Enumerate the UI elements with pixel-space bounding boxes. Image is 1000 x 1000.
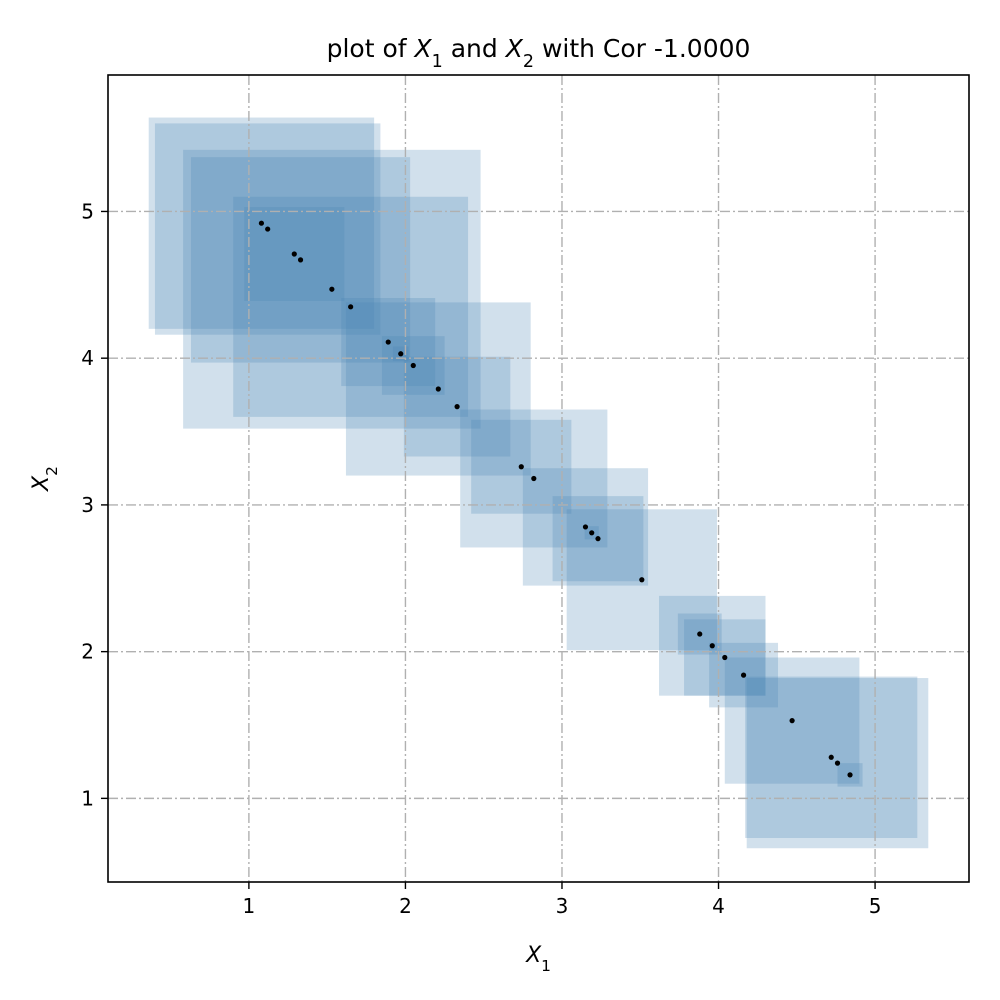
data-point xyxy=(518,464,524,470)
y-axis-ticks: 1 2 3 4 5 xyxy=(81,199,108,810)
uncertainty-boxes xyxy=(148,117,929,849)
data-point xyxy=(454,404,460,410)
data-point xyxy=(531,475,537,482)
y-tick-label: 3 xyxy=(81,493,94,517)
data-point xyxy=(828,754,834,760)
data-point xyxy=(435,386,441,392)
data-point xyxy=(398,351,404,357)
y-tick-label: 1 xyxy=(81,786,94,810)
data-point xyxy=(697,631,703,637)
x-tick-label: 3 xyxy=(556,894,569,918)
x-axis-label: X1 xyxy=(525,943,551,975)
x-tick-label: 2 xyxy=(399,894,412,918)
y-tick-label: 5 xyxy=(81,199,94,223)
plot-frame xyxy=(107,74,970,883)
x-tick-label: 4 xyxy=(712,894,725,918)
chart-title: plot of X1 and X2 with Cor -1.0000 xyxy=(327,34,751,72)
data-point xyxy=(595,536,601,542)
data-point xyxy=(834,760,841,766)
y-tick-label: 2 xyxy=(81,640,94,664)
grid-lines xyxy=(108,75,969,882)
data-point xyxy=(709,643,715,649)
data-point xyxy=(740,672,747,678)
data-point xyxy=(385,339,391,345)
y-axis-label-text: X2 xyxy=(29,466,61,492)
y-tick-label: 4 xyxy=(81,346,94,370)
data-point xyxy=(329,286,335,292)
data-point xyxy=(265,226,271,232)
x-tick-label: 5 xyxy=(869,894,882,918)
y-axis-label: X2 xyxy=(29,466,61,492)
data-point xyxy=(297,257,304,263)
x-axis-ticks: 1 2 3 4 5 xyxy=(243,882,882,918)
x-axis-label-text: X1 xyxy=(525,943,551,975)
data-point xyxy=(410,362,416,369)
data-point xyxy=(847,772,853,778)
data-points xyxy=(258,220,853,778)
data-point xyxy=(582,524,589,530)
chart-title-text: plot of X1 and X2 with Cor -1.0000 xyxy=(327,34,751,72)
x-tick-label: 1 xyxy=(243,894,256,918)
data-point xyxy=(639,577,645,583)
data-point xyxy=(291,251,297,257)
data-point xyxy=(348,304,354,310)
data-point xyxy=(589,530,595,536)
data-point xyxy=(258,220,265,226)
data-point xyxy=(789,718,795,724)
data-point xyxy=(722,654,728,661)
